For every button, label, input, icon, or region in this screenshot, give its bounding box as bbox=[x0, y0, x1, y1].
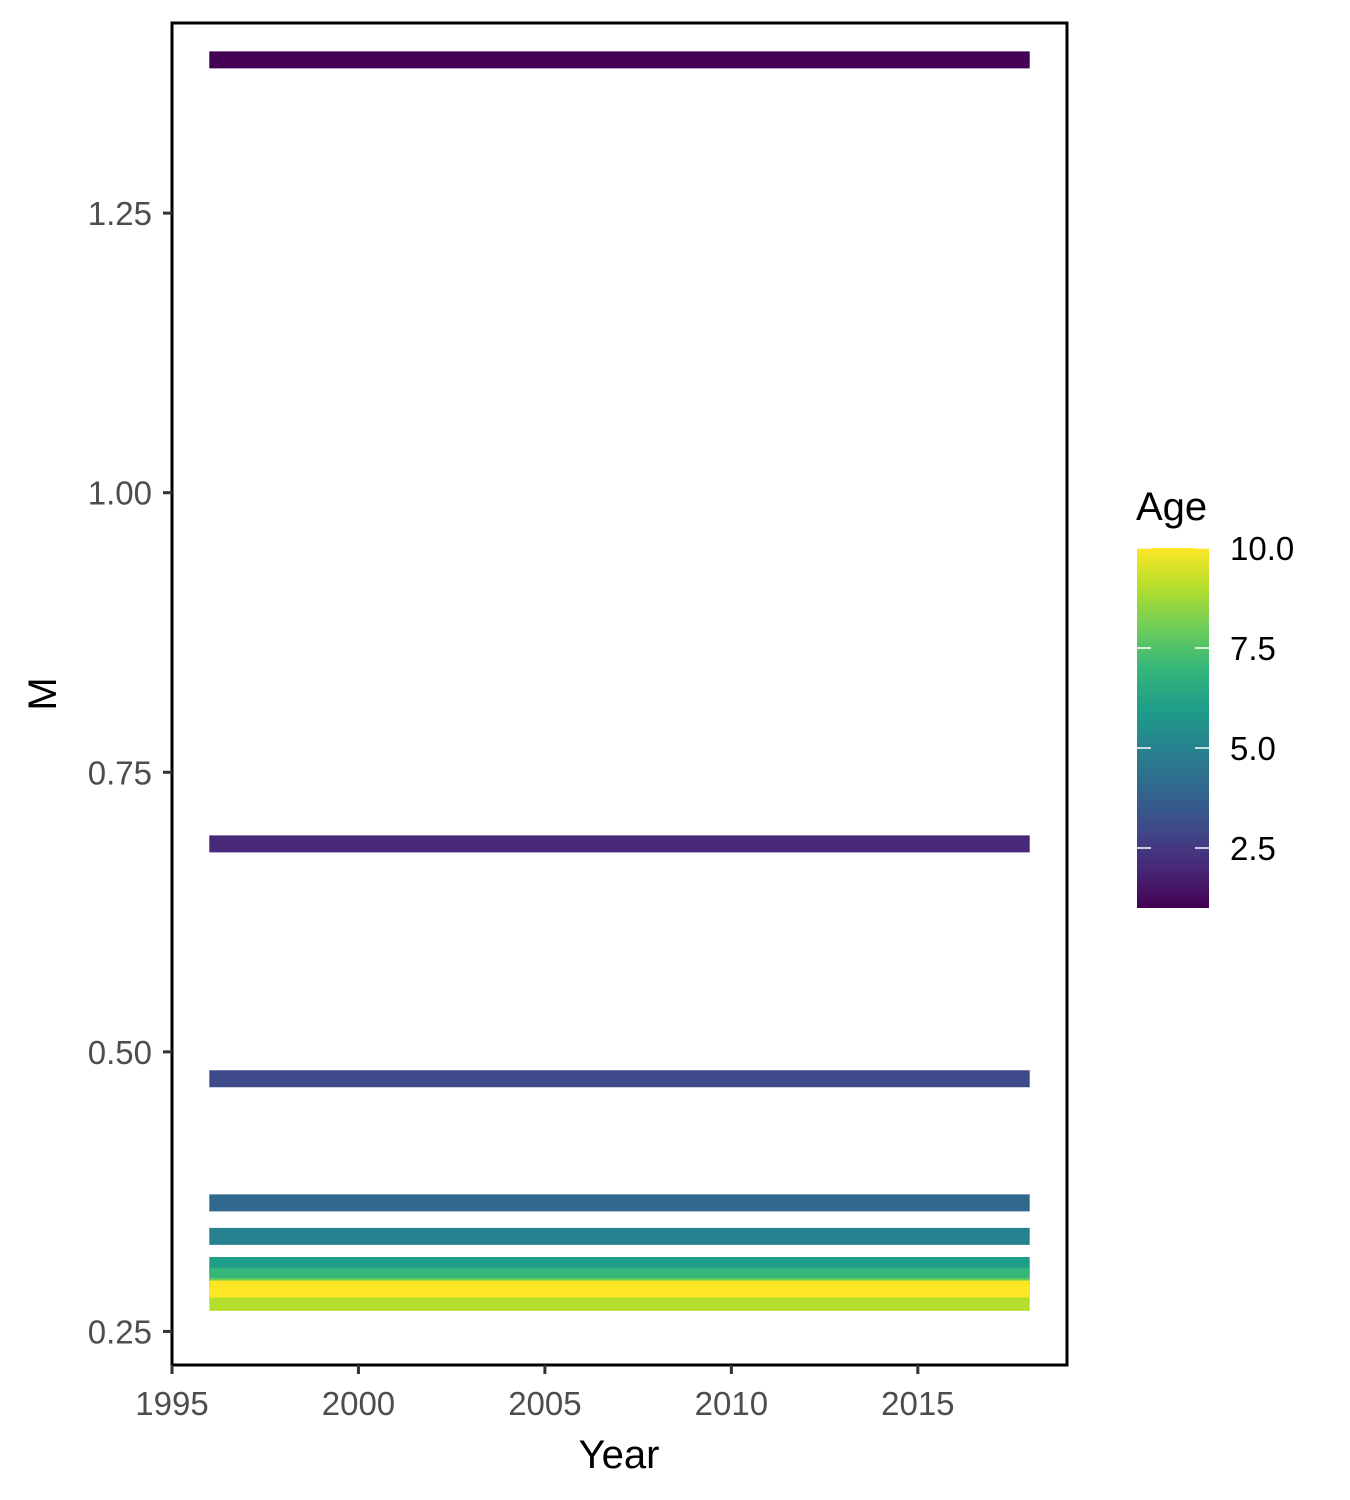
colorbar-label: 7.5 bbox=[1230, 630, 1276, 667]
series-layer bbox=[209, 51, 1030, 1311]
legend-title: Age bbox=[1136, 485, 1207, 529]
x-tick-label: 2010 bbox=[695, 1385, 768, 1422]
y-tick-label: 0.50 bbox=[88, 1034, 152, 1071]
y-tick-label: 1.00 bbox=[88, 475, 152, 512]
colorbar-label: 5.0 bbox=[1230, 730, 1276, 767]
x-tick-label: 2015 bbox=[881, 1385, 954, 1422]
x-tick-label: 1995 bbox=[135, 1385, 208, 1422]
y-axis-title: M bbox=[21, 677, 65, 710]
x-tick-label: 2005 bbox=[508, 1385, 581, 1422]
colorbar bbox=[1137, 548, 1209, 908]
colorbar-ticks: 2.5 5.0 7.5 10.0 bbox=[1137, 530, 1294, 867]
axes-layer: 0.25 0.50 0.75 1.00 1.25 1995 2000 2005 2010 2015 bbox=[88, 195, 955, 1422]
x-tick-label: 2000 bbox=[322, 1385, 395, 1422]
y-tick-label: 0.25 bbox=[88, 1313, 152, 1350]
colorbar-label: 2.5 bbox=[1230, 830, 1276, 867]
y-tick-label: 1.25 bbox=[88, 195, 152, 232]
y-tick-label: 0.75 bbox=[88, 754, 152, 791]
plot-frame bbox=[170, 21, 1069, 1367]
legend: Age 2.5 5.0 7.5 10.0 bbox=[1136, 485, 1294, 908]
colorbar-label: 10.0 bbox=[1230, 530, 1294, 567]
x-axis-title: Year bbox=[579, 1433, 660, 1477]
